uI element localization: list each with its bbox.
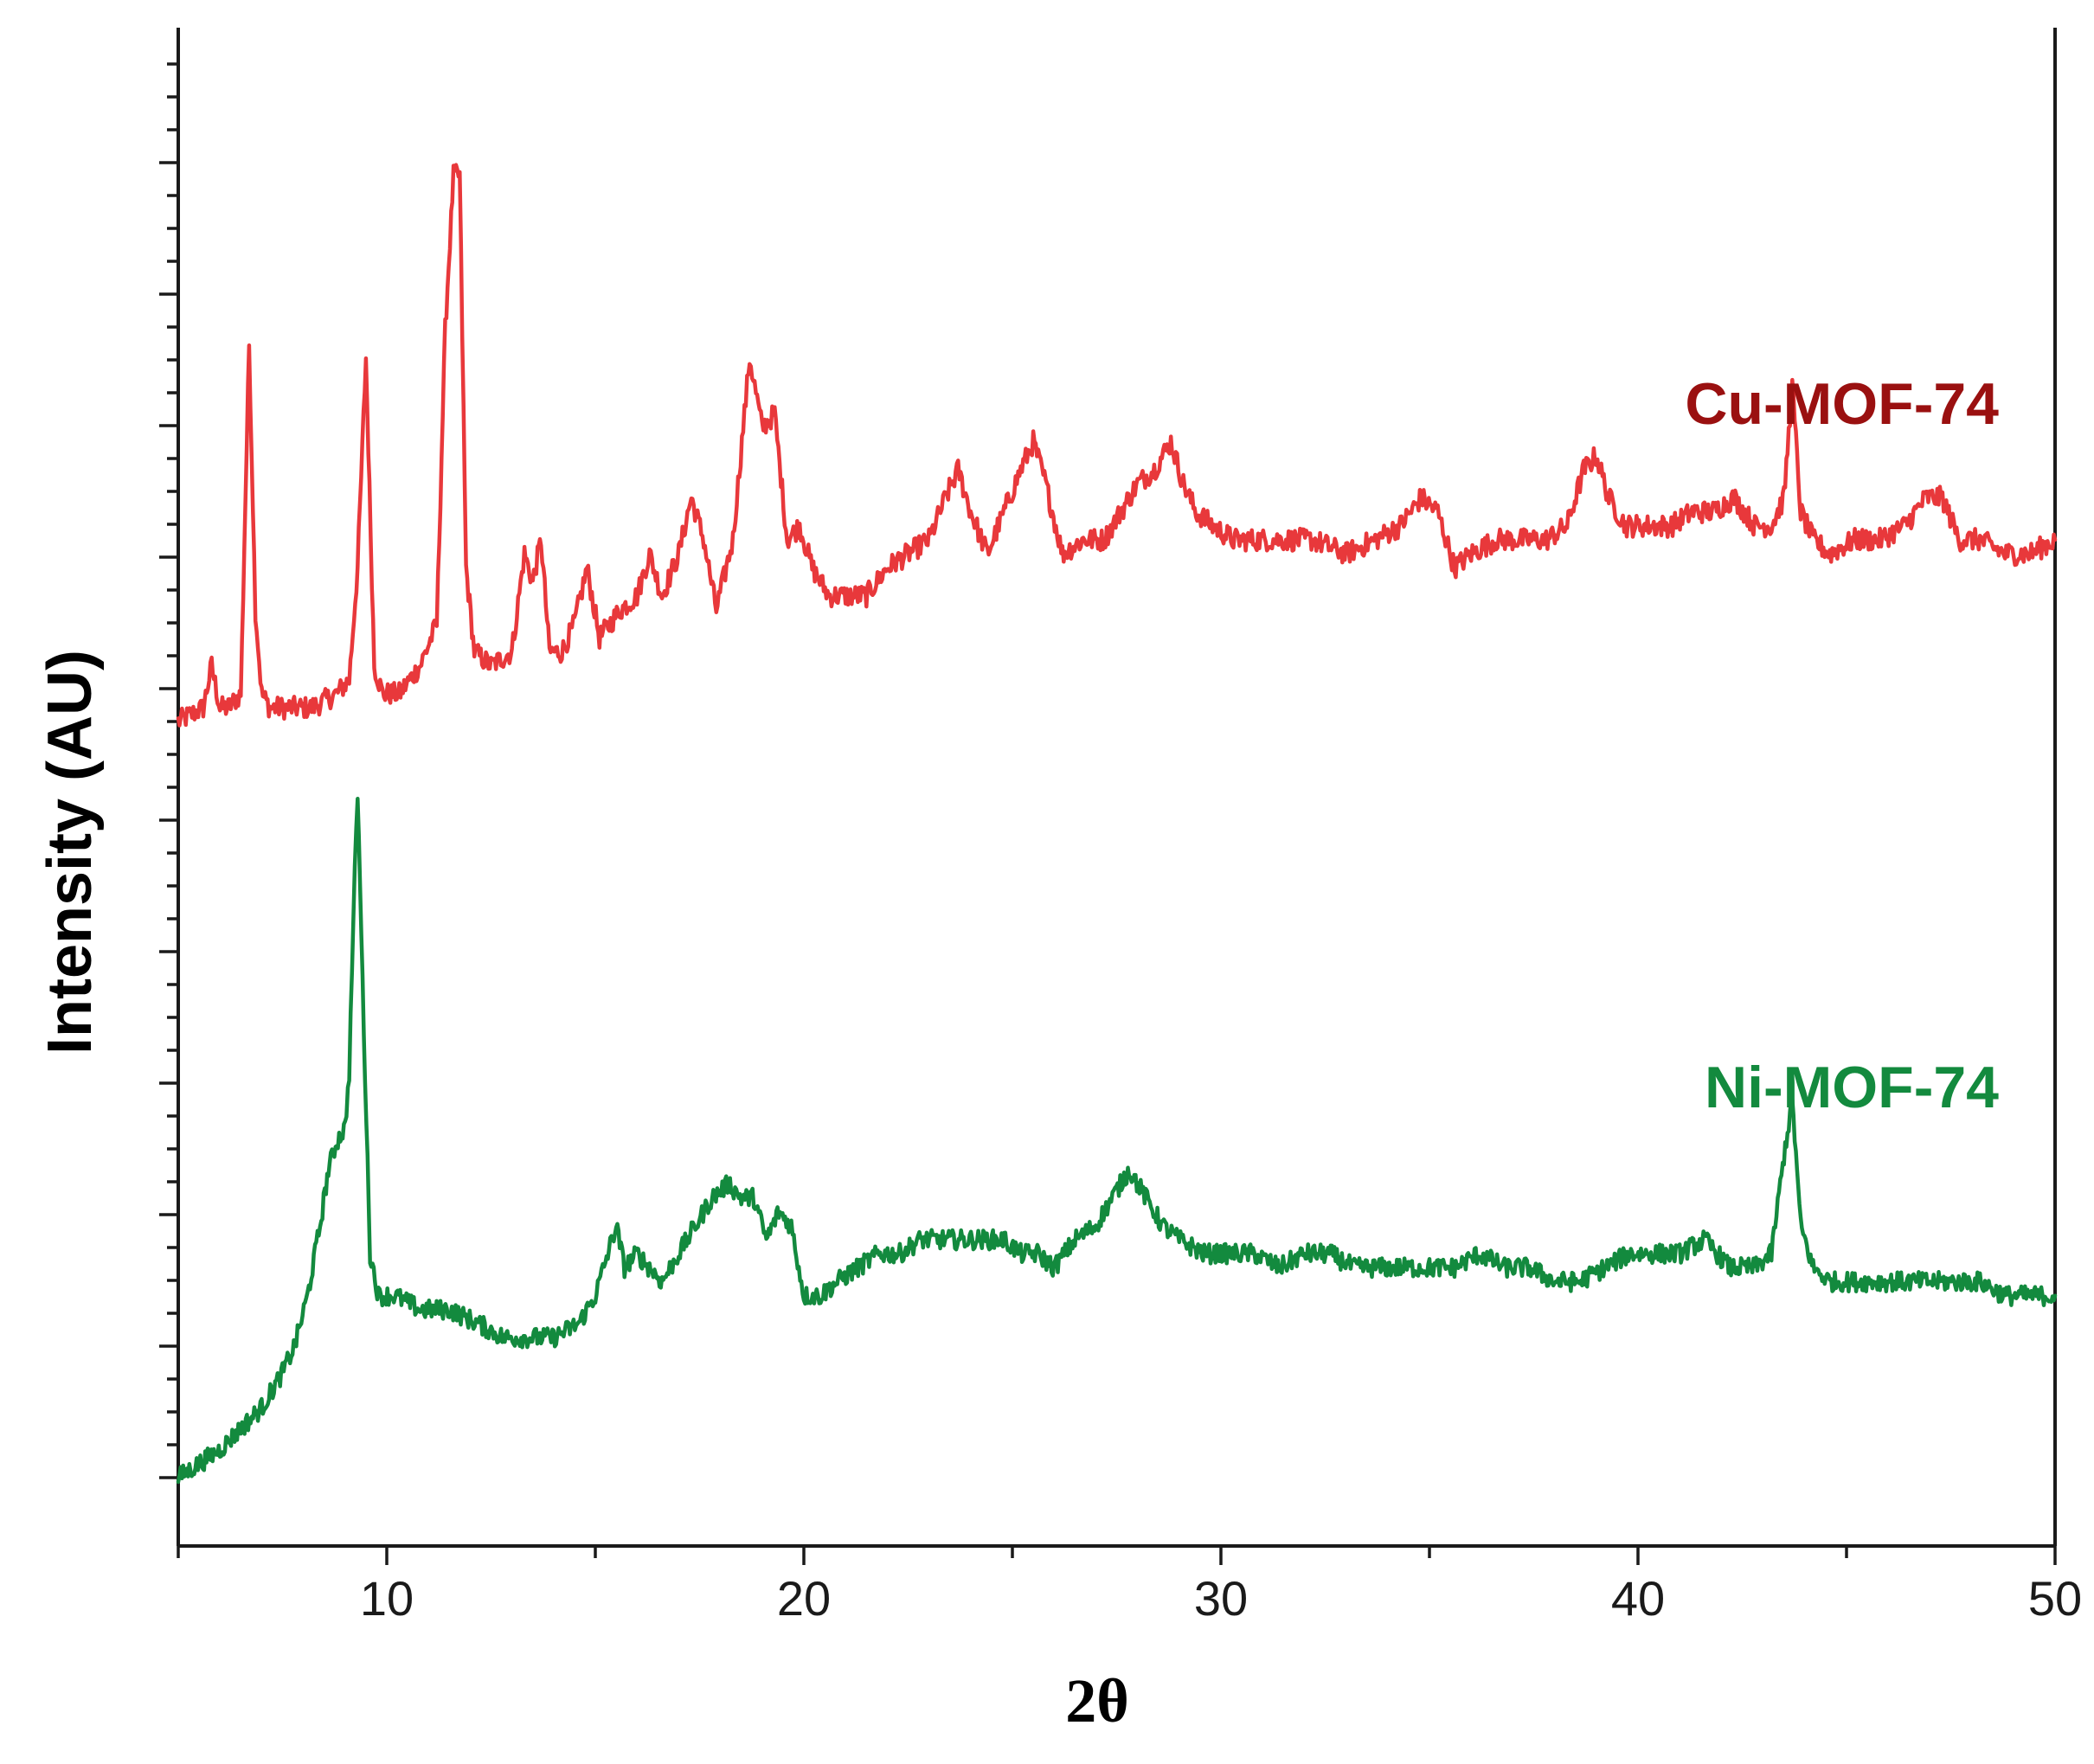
x-tick-label: 20: [777, 1571, 831, 1626]
ni-mof-74-label: Ni-MOF-74: [1705, 1055, 1999, 1120]
cu-mof-74-label: Cu-MOF-74: [1685, 371, 1999, 437]
cu-mof-74-trace: [176, 163, 2058, 728]
x-tick-label: 30: [1194, 1571, 1248, 1626]
x-axis-label: 2θ: [1065, 1666, 1129, 1735]
x-ticks: 10 20 30 40 50: [177, 1546, 2082, 1626]
y-axis-label: Intensity (AU): [35, 650, 105, 1055]
x-tick-label: 50: [2028, 1571, 2082, 1626]
x-tick-label: 40: [1611, 1571, 1665, 1626]
traces: [176, 163, 2058, 1485]
y-ticks: [159, 62, 178, 1479]
ni-mof-74-trace: [176, 797, 2058, 1485]
series-labels: Cu-MOF-74 Ni-MOF-74: [1685, 371, 1999, 1120]
x-tick-label: 10: [360, 1571, 414, 1626]
